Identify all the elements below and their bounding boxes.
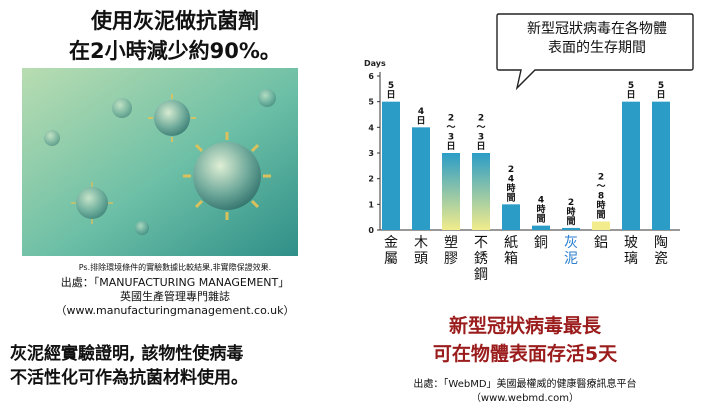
- y-tick-label: 5: [368, 98, 374, 107]
- bar: [472, 153, 490, 230]
- callout-bubble: [496, 13, 694, 91]
- category-label: 灰泥: [564, 235, 578, 267]
- category-label: 銅: [534, 235, 548, 251]
- y-tick-label: 0: [368, 226, 374, 235]
- bar: [652, 101, 670, 230]
- category-label: 玻璃: [624, 235, 638, 267]
- source-right: 出處：「WebMD」美國最權威的健康醫療訊息平台 （www.webmd.com）: [350, 378, 700, 406]
- category-label: 紙箱: [504, 235, 518, 267]
- left-body-line: 灰泥經實驗證明, 該物性使病毒: [10, 344, 244, 364]
- bar-value-label: 2 4 時間: [506, 165, 515, 204]
- y-tick-label: 3: [368, 149, 374, 158]
- source-left-line: 英國生產管理專門雜誌: [120, 290, 230, 303]
- left-body-text: 灰泥經實驗證明, 該物性使病毒 不活性化可作為抗菌材料使用。: [10, 342, 350, 390]
- source-left-line: （www.manufacturingmanagement.co.uk）: [55, 304, 295, 317]
- ps-note: Ps.排除環境條件的實驗數據比較結果,非實際保證效果.: [78, 263, 272, 272]
- headline: 新型冠狀病毒最長 可在物體表面存活5天: [350, 312, 700, 368]
- bar: [382, 101, 400, 230]
- y-tick-label: 2: [368, 175, 374, 184]
- bar: [532, 225, 550, 230]
- bar: [412, 127, 430, 230]
- bar: [442, 153, 460, 230]
- virus-particle: [44, 89, 276, 235]
- y-tick-label: 1: [368, 200, 374, 209]
- y-axis-label: Days: [364, 59, 386, 68]
- virus-particle: [71, 182, 113, 224]
- left-body-line: 不活性化可作為抗菌材料使用。: [10, 368, 248, 388]
- category-label: 金屬: [384, 235, 398, 267]
- bar-value-label: 2 時間: [566, 198, 575, 227]
- virus-particle: [183, 132, 271, 220]
- bar: [562, 227, 580, 230]
- bar: [502, 204, 520, 230]
- callout-line: 表面的生存期間: [548, 40, 646, 56]
- category-label: 陶瓷: [654, 235, 668, 267]
- bar-value-label: 2 〜 3 日: [476, 114, 485, 153]
- bar: [622, 101, 640, 230]
- category-label: 木頭: [414, 235, 428, 267]
- source-left: 出處：「MANUFACTURING MANAGEMENT」 英國生產管理專門雜誌…: [10, 276, 340, 318]
- y-tick-label: 4: [368, 123, 374, 132]
- category-label: 不銹鋼: [474, 235, 488, 283]
- left-title: 使用灰泥做抗菌劑 在2小時減少約90%。: [10, 6, 340, 66]
- callout-text: 新型冠狀病毒在各物體 表面的生存期間: [497, 20, 697, 58]
- source-left-line: 出處：「MANUFACTURING MANAGEMENT」: [60, 276, 290, 289]
- y-tick-label: 6: [368, 72, 374, 81]
- category-label: 塑膠: [444, 235, 458, 267]
- callout-line: 新型冠狀病毒在各物體: [527, 21, 667, 37]
- virus-particle: [148, 94, 196, 142]
- virus-image: [22, 68, 298, 256]
- source-right-line: 出處：「WebMD」美國最權威的健康醫療訊息平台: [413, 379, 637, 390]
- bar: [592, 221, 610, 230]
- bar-value-label: 2 〜 8 時間: [596, 173, 605, 221]
- left-title-line: 在2小時減少約90%。: [69, 39, 281, 63]
- bar-value-label: 2 〜 3 日: [446, 114, 455, 153]
- source-right-line: （www.webmd.com）: [470, 393, 580, 404]
- headline-line: 可在物體表面存活5天: [432, 343, 618, 365]
- bar-value-label: 4 時間: [536, 196, 545, 225]
- headline-line: 新型冠狀病毒最長: [448, 315, 601, 337]
- left-title-line: 使用灰泥做抗菌劑: [91, 9, 259, 33]
- category-label: 鋁: [594, 235, 608, 251]
